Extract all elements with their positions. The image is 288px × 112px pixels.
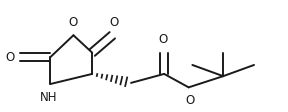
Text: O: O <box>109 16 118 29</box>
Text: O: O <box>5 51 14 64</box>
Text: O: O <box>158 33 167 46</box>
Text: O: O <box>185 94 195 107</box>
Text: NH: NH <box>40 91 58 104</box>
Text: O: O <box>69 16 78 29</box>
